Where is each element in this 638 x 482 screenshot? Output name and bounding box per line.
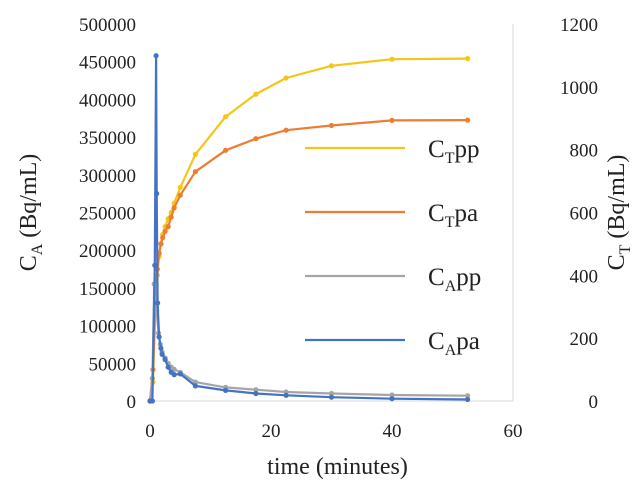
data-point-CTpp (389, 56, 395, 62)
data-point-CTpp (283, 75, 289, 81)
data-point-CApp (192, 379, 198, 385)
x-tick-label: 20 (262, 421, 281, 442)
x-axis-title: time (minutes) (267, 454, 408, 480)
data-point-CTpa (328, 122, 335, 129)
y-left-axis-title: CA (Bq/mL) (16, 154, 46, 272)
y-left-tick-label: 300000 (79, 166, 136, 187)
series-line-CTpp (148, 57, 468, 402)
x-tick-label: 0 (145, 421, 155, 442)
data-point-CTpa (177, 192, 183, 198)
data-point-CTpa (192, 169, 198, 175)
axes (150, 24, 514, 402)
data-point-CApa (159, 351, 165, 357)
y-right-tick-label: 800 (570, 141, 599, 162)
data-point-CApa (165, 364, 171, 370)
data-point-CTpp (192, 151, 198, 157)
data-point-CApa (389, 396, 395, 402)
y-left-title-tail: (Bq/mL) (16, 154, 42, 244)
data-point-CApa (465, 396, 471, 403)
data-point-CApa (158, 345, 164, 351)
data-point-CTpp (253, 91, 259, 97)
data-point-CApa (155, 300, 161, 306)
x-tick-label: 40 (383, 421, 402, 442)
y-right-tick-label: 400 (570, 266, 599, 287)
series-line-CTpa (148, 119, 468, 402)
data-point-CApa (152, 262, 158, 268)
data-point-CApp (253, 387, 259, 393)
data-point-CTpa (283, 127, 289, 133)
y-left-tick-label: 450000 (79, 53, 136, 74)
y-left-tick-label: 250000 (79, 204, 136, 225)
y-right-title-tail: (Bq/mL) (604, 155, 630, 245)
x-tick-label: 60 (504, 421, 523, 442)
series-CApa (147, 53, 471, 404)
y-right-tick-label: 200 (570, 329, 599, 350)
data-point-CTpa (168, 214, 174, 220)
y-right-tick-label: 1200 (560, 15, 598, 36)
data-point-CApp (328, 390, 335, 397)
data-point-CApa (192, 383, 198, 389)
series-line-CApa (150, 54, 468, 403)
y-right-axis-title: CT (Bq/mL) (604, 155, 634, 271)
data-point-CApa (328, 394, 335, 400)
y-left-title-main: C (16, 255, 42, 271)
data-point-CApp (465, 393, 471, 399)
y-right-tick-label: 1000 (560, 78, 598, 99)
data-point-CApa (177, 371, 183, 377)
data-point-CTpa (253, 136, 259, 142)
data-point-CTpp (465, 56, 471, 62)
y-right-title-main: C (604, 254, 630, 270)
y-right-tick-label: 0 (589, 392, 599, 413)
data-point-CApa (162, 356, 168, 363)
legend-label: CApp (428, 264, 481, 295)
y-left-tick-label: 0 (127, 392, 137, 413)
data-point-CTpa (165, 224, 171, 230)
series-line-CApp (148, 283, 468, 402)
legend-label: CTpp (428, 136, 479, 167)
y-left-tick-label: 400000 (79, 90, 136, 111)
data-point-CApa (153, 53, 159, 59)
data-point-CApa (156, 334, 162, 340)
y-left-tick-label: 200000 (79, 241, 136, 262)
y-left-tick-label: 350000 (79, 128, 136, 149)
data-point-CTpa (158, 241, 164, 247)
data-point-CTpp (177, 184, 183, 190)
right-tick-labels: 0 200 400 600 800 1000 1200 (560, 15, 598, 413)
y-left-tick-label: 150000 (79, 279, 136, 300)
legend-item-CTpp: CTpp (305, 136, 479, 167)
legend-label: CApa (428, 328, 480, 359)
data-point-CTpa (160, 235, 166, 241)
left-tick-labels: 0 50000 100000 150000 200000 250000 300000 3500… (79, 15, 136, 413)
data-point-CApa (253, 390, 259, 397)
y-right-title-sub: T (617, 244, 634, 254)
data-point-CApa (283, 392, 289, 398)
data-point-CApa (171, 372, 177, 378)
series-CTpa (147, 117, 471, 404)
data-point-CTpa (465, 117, 471, 123)
data-point-CApa (149, 398, 155, 404)
x-tick-labels: 0 20 40 60 (145, 421, 522, 442)
data-point-CApa (223, 387, 229, 393)
legend-item-CApa: CApa (305, 328, 480, 359)
series-CTpp (147, 56, 471, 404)
legend-item-CTpa: CTpa (305, 200, 478, 231)
series-layer (147, 53, 471, 404)
data-point-CTpa (171, 205, 177, 211)
y-left-tick-label: 500000 (79, 15, 136, 36)
data-point-CTpa (389, 117, 395, 123)
y-left-tick-label: 50000 (89, 354, 137, 375)
data-point-CApa (154, 191, 160, 197)
data-point-CTpa (223, 147, 229, 153)
y-right-tick-label: 600 (570, 204, 599, 225)
data-point-CTpa (162, 228, 168, 234)
data-point-CTpp (328, 63, 335, 69)
data-point-CApp (389, 392, 395, 398)
legend: CTpp CTpa CApp CApa (305, 136, 481, 359)
y-left-tick-label: 100000 (79, 317, 136, 338)
data-point-CTpp (223, 114, 229, 120)
y-left-title-sub: A (29, 243, 46, 255)
legend-label: CTpa (428, 200, 478, 231)
legend-item-CApp: CApp (305, 264, 481, 295)
